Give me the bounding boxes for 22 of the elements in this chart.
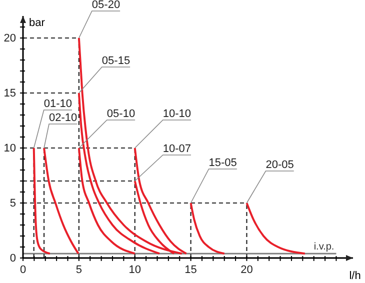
y-tick-label: 20 xyxy=(4,32,16,45)
text: 05-15 xyxy=(102,55,130,67)
text: 15-05 xyxy=(208,157,237,169)
text: 05-10 xyxy=(106,108,136,120)
text: 05-20 xyxy=(92,0,120,11)
x-tick-label: 10 xyxy=(128,264,141,276)
y-axis-title: bar xyxy=(29,17,46,29)
text: 20-05 xyxy=(266,159,294,171)
text: 10-10 xyxy=(162,108,192,120)
y-tick-label: 0 xyxy=(10,252,16,265)
x-tick-label: 0 xyxy=(20,264,26,276)
text: 10-07 xyxy=(162,143,192,155)
y-tick-label: 15 xyxy=(4,88,16,100)
x-tick-label: 15 xyxy=(184,264,197,276)
x-tick-label: 5 xyxy=(76,264,82,276)
y-tick-label: 10 xyxy=(4,142,16,155)
x-axis-title: l/h xyxy=(349,270,361,282)
text: 02-10 xyxy=(49,112,78,124)
y-tick-label: 5 xyxy=(10,198,16,210)
ref-line-label: i.v.p. xyxy=(314,242,334,253)
text: 01-10 xyxy=(44,98,72,110)
x-tick-label: 20 xyxy=(240,264,253,276)
